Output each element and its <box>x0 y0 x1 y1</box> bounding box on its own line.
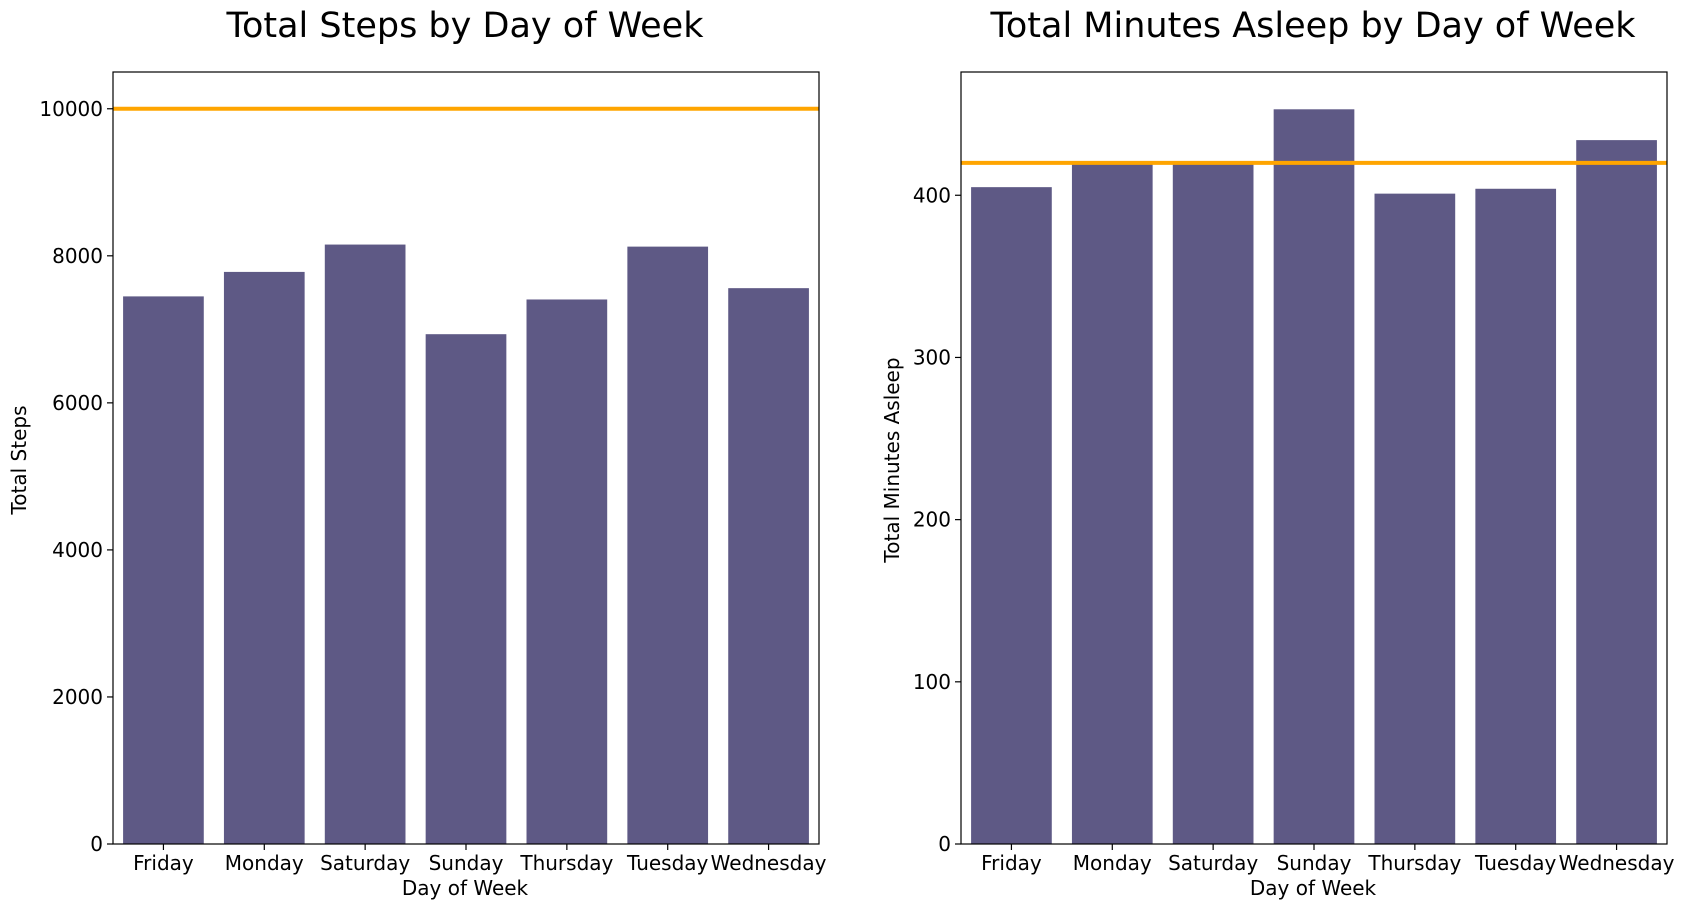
x-axis-ticks: Friday Monday Saturday Sunday Thursday Tuesda… <box>981 844 1675 875</box>
x-tick-label: Friday <box>981 851 1042 875</box>
y-tick-label: 6000 <box>52 391 103 415</box>
bar-monday <box>1071 162 1153 844</box>
bar-tuesday <box>1475 188 1557 844</box>
x-tick-label: Tuesday <box>626 851 709 875</box>
x-axis-label: Day of Week <box>402 876 529 900</box>
y-axis-label: Total Minutes Asleep <box>880 357 904 563</box>
y-tick-label: 200 <box>913 508 951 532</box>
x-axis-ticks: Friday Monday Saturday Sunday Thursday Tuesda… <box>133 844 827 875</box>
y-tick-label: 8000 <box>52 244 103 268</box>
x-tick-label: Monday <box>1073 851 1152 875</box>
x-axis-label: Day of Week <box>1250 876 1377 900</box>
bar-group <box>971 109 1657 845</box>
x-tick-label: Thursday <box>1367 851 1461 875</box>
y-tick-label: 300 <box>913 345 951 369</box>
bar-friday <box>971 187 1052 844</box>
bar-group <box>123 244 809 845</box>
x-tick-label: Sunday <box>429 851 504 875</box>
x-tick-label: Saturday <box>320 851 410 875</box>
x-tick-label: Sunday <box>1277 851 1352 875</box>
x-tick-label: Wednesday <box>711 851 827 875</box>
x-tick-label: Friday <box>133 851 194 875</box>
y-tick-label: 400 <box>913 183 951 207</box>
x-tick-label: Thursday <box>519 851 613 875</box>
bar-saturday <box>324 244 406 844</box>
y-tick-label: 0 <box>938 832 951 856</box>
bar-friday <box>123 296 204 844</box>
y-axis-label: Total Steps <box>7 405 31 515</box>
y-tick-label: 4000 <box>52 538 103 562</box>
chart-total-minutes-asleep: Total Minutes Asleep by Day of Week 0 100… <box>880 6 1675 900</box>
bar-wednesday <box>1576 140 1657 844</box>
y-tick-label: 100 <box>913 670 951 694</box>
bar-thursday <box>526 299 608 845</box>
chart-total-steps: Total Steps by Day of Week 0 2000 4000 6000… <box>7 6 827 900</box>
chart-title: Total Minutes Asleep by Day of Week <box>989 6 1636 46</box>
x-tick-label: Wednesday <box>1559 851 1675 875</box>
y-tick-label: 2000 <box>52 685 103 709</box>
chart-title: Total Steps by Day of Week <box>226 6 705 46</box>
y-tick-label: 10000 <box>39 97 103 121</box>
bar-monday <box>223 271 305 844</box>
bar-saturday <box>1172 162 1254 844</box>
x-tick-label: Saturday <box>1168 851 1258 875</box>
x-tick-label: Monday <box>225 851 304 875</box>
bar-sunday <box>425 334 507 844</box>
y-axis-ticks: 0 100 200 300 400 <box>913 183 961 856</box>
x-tick-label: Tuesday <box>1474 851 1557 875</box>
bar-thursday <box>1374 193 1456 844</box>
y-axis-ticks: 0 2000 4000 6000 8000 10000 <box>39 97 113 856</box>
y-tick-label: 0 <box>90 832 103 856</box>
bar-tuesday <box>627 246 709 844</box>
bar-wednesday <box>728 288 809 844</box>
bar-sunday <box>1273 109 1355 845</box>
